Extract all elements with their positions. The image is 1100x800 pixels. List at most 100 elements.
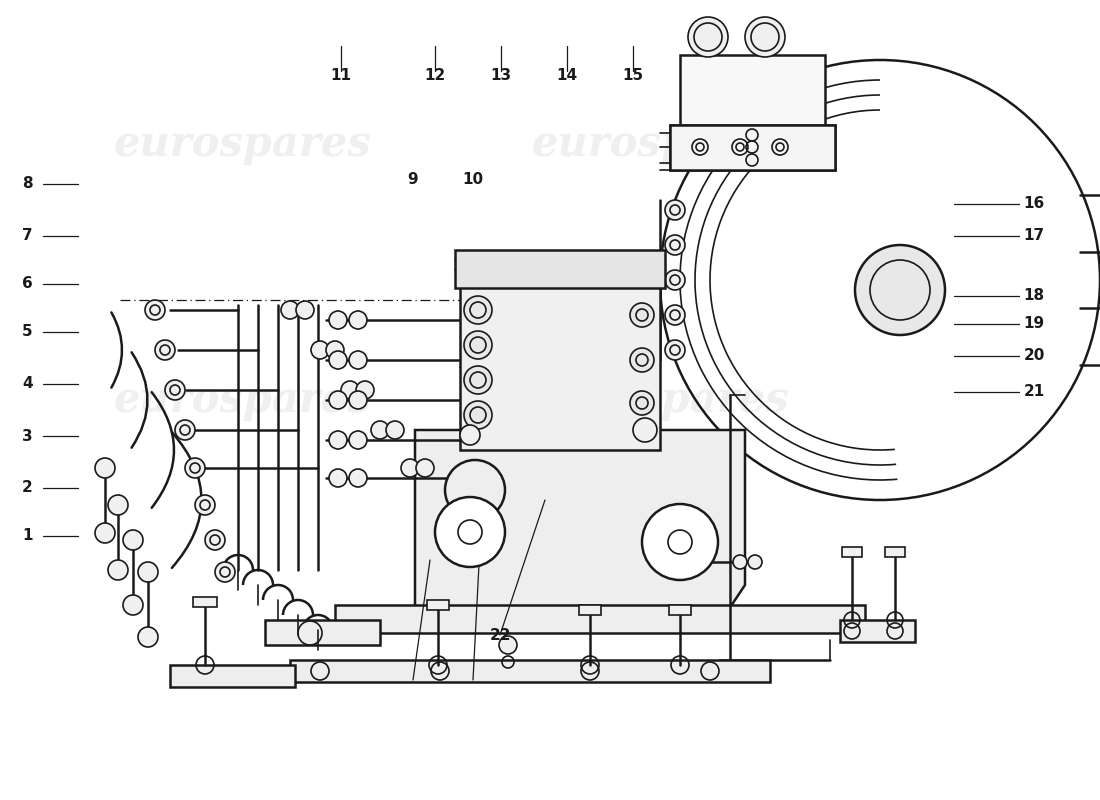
Circle shape bbox=[745, 17, 785, 57]
Text: 5: 5 bbox=[22, 325, 33, 339]
Text: 8: 8 bbox=[22, 177, 33, 191]
Circle shape bbox=[185, 458, 205, 478]
Bar bbox=[427, 600, 449, 610]
Circle shape bbox=[630, 391, 654, 415]
Circle shape bbox=[855, 245, 945, 335]
Text: 2: 2 bbox=[22, 481, 33, 495]
Circle shape bbox=[195, 495, 214, 515]
Circle shape bbox=[155, 340, 175, 360]
Bar bbox=[680, 55, 825, 125]
Circle shape bbox=[108, 560, 128, 580]
Text: 13: 13 bbox=[490, 69, 512, 83]
Circle shape bbox=[341, 381, 359, 399]
Text: 15: 15 bbox=[621, 69, 643, 83]
Circle shape bbox=[311, 341, 329, 359]
Circle shape bbox=[371, 421, 389, 439]
Text: 19: 19 bbox=[1023, 317, 1045, 331]
Circle shape bbox=[464, 366, 492, 394]
Text: 6: 6 bbox=[22, 277, 33, 291]
Circle shape bbox=[329, 391, 346, 409]
Circle shape bbox=[434, 497, 505, 567]
Bar bbox=[886, 547, 905, 557]
Text: 16: 16 bbox=[1023, 197, 1045, 211]
Text: eurospares: eurospares bbox=[113, 379, 371, 421]
Circle shape bbox=[666, 200, 685, 220]
Text: eurospares: eurospares bbox=[113, 123, 371, 165]
Text: 21: 21 bbox=[1023, 385, 1045, 399]
Bar bbox=[455, 250, 666, 288]
Circle shape bbox=[464, 296, 492, 324]
Circle shape bbox=[349, 391, 367, 409]
Circle shape bbox=[464, 401, 492, 429]
Text: 17: 17 bbox=[1023, 229, 1045, 243]
Bar bbox=[170, 665, 295, 687]
Circle shape bbox=[642, 504, 718, 580]
Circle shape bbox=[630, 348, 654, 372]
Circle shape bbox=[688, 17, 728, 57]
Bar bbox=[840, 620, 915, 642]
Text: eurospares: eurospares bbox=[531, 379, 789, 421]
Circle shape bbox=[175, 420, 195, 440]
Bar bbox=[579, 605, 601, 615]
Circle shape bbox=[108, 495, 128, 515]
Circle shape bbox=[632, 418, 657, 442]
Circle shape bbox=[280, 301, 299, 319]
Bar bbox=[265, 620, 379, 645]
Circle shape bbox=[630, 303, 654, 327]
Circle shape bbox=[349, 311, 367, 329]
Circle shape bbox=[666, 270, 685, 290]
Circle shape bbox=[329, 431, 346, 449]
Circle shape bbox=[329, 469, 346, 487]
Circle shape bbox=[123, 530, 143, 550]
Circle shape bbox=[460, 425, 480, 445]
Circle shape bbox=[214, 562, 235, 582]
Circle shape bbox=[329, 351, 346, 369]
Circle shape bbox=[349, 469, 367, 487]
Circle shape bbox=[138, 562, 158, 582]
Bar bbox=[842, 547, 862, 557]
Text: 14: 14 bbox=[556, 69, 578, 83]
Circle shape bbox=[464, 331, 492, 359]
Circle shape bbox=[349, 431, 367, 449]
Circle shape bbox=[499, 636, 517, 654]
Text: 20: 20 bbox=[1023, 349, 1045, 363]
Circle shape bbox=[446, 460, 505, 520]
Circle shape bbox=[95, 458, 116, 478]
Circle shape bbox=[145, 300, 165, 320]
Circle shape bbox=[386, 421, 404, 439]
Circle shape bbox=[138, 627, 158, 647]
Circle shape bbox=[356, 381, 374, 399]
Circle shape bbox=[165, 380, 185, 400]
Text: 11: 11 bbox=[330, 69, 352, 83]
Text: 4: 4 bbox=[22, 377, 33, 391]
Circle shape bbox=[402, 459, 419, 477]
Text: 18: 18 bbox=[1023, 289, 1045, 303]
Text: 7: 7 bbox=[22, 229, 33, 243]
Text: 9: 9 bbox=[407, 173, 418, 187]
Circle shape bbox=[666, 305, 685, 325]
Circle shape bbox=[748, 555, 762, 569]
Circle shape bbox=[666, 235, 685, 255]
Circle shape bbox=[326, 341, 344, 359]
Circle shape bbox=[95, 523, 116, 543]
Circle shape bbox=[296, 301, 314, 319]
Circle shape bbox=[123, 595, 143, 615]
Text: 1: 1 bbox=[22, 529, 33, 543]
Bar bbox=[670, 125, 835, 170]
Text: 3: 3 bbox=[22, 429, 33, 443]
Bar bbox=[669, 605, 691, 615]
Circle shape bbox=[666, 340, 685, 360]
Circle shape bbox=[329, 311, 346, 329]
Bar bbox=[460, 285, 660, 450]
Circle shape bbox=[349, 351, 367, 369]
Bar bbox=[290, 660, 770, 682]
Text: 12: 12 bbox=[424, 69, 446, 83]
Bar bbox=[336, 605, 865, 633]
Bar bbox=[670, 125, 835, 170]
Circle shape bbox=[205, 530, 225, 550]
Circle shape bbox=[733, 555, 747, 569]
Text: 10: 10 bbox=[462, 173, 484, 187]
Text: 22: 22 bbox=[490, 629, 512, 643]
Circle shape bbox=[416, 459, 434, 477]
Polygon shape bbox=[415, 430, 745, 615]
